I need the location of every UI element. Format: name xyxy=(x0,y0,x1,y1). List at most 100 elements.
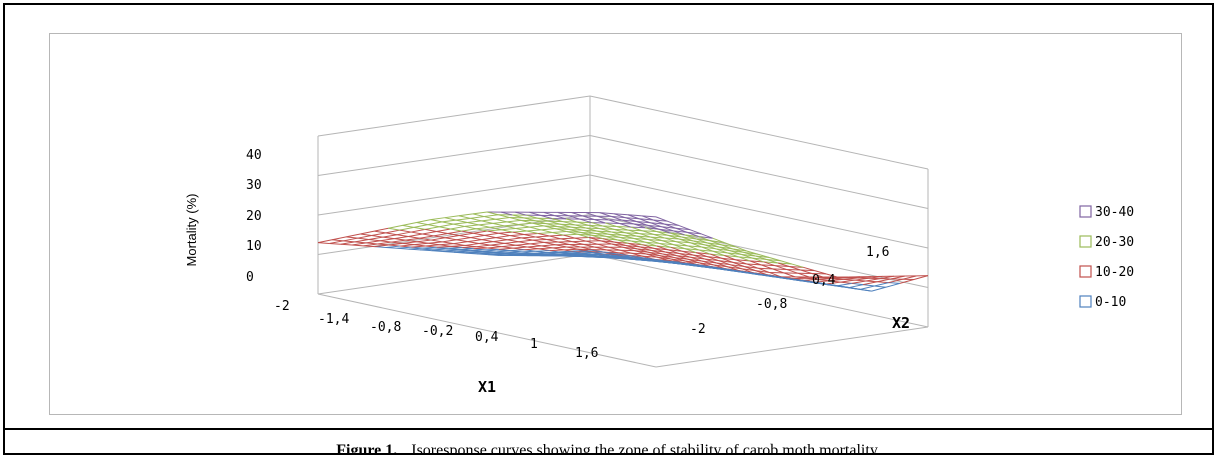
mesh-segment xyxy=(588,237,601,242)
mesh-segment xyxy=(628,229,640,235)
mesh-segment xyxy=(630,226,646,229)
mesh-segment xyxy=(715,248,728,254)
mesh-segment xyxy=(439,243,454,246)
mesh-segment xyxy=(829,280,841,283)
mesh-segment xyxy=(484,232,499,236)
mesh-segment xyxy=(433,233,448,237)
mesh-segment xyxy=(800,269,815,272)
mesh-segment xyxy=(631,252,646,255)
mesh-segment xyxy=(529,211,541,216)
mesh-segment xyxy=(735,259,748,265)
mesh-segment xyxy=(521,237,533,241)
mesh-segment xyxy=(670,246,685,250)
mesh-segment xyxy=(570,252,585,256)
mesh-segment xyxy=(431,249,446,252)
mesh-segment xyxy=(681,250,694,256)
mesh-segment xyxy=(647,224,660,230)
mesh-segment xyxy=(577,221,589,226)
mesh-segment xyxy=(444,217,457,221)
mesh-segment xyxy=(598,255,613,258)
mesh-segment xyxy=(620,255,636,259)
mesh-segment xyxy=(825,273,838,278)
mesh-segment xyxy=(459,248,474,250)
mesh-segment xyxy=(634,257,650,261)
mesh-segment xyxy=(685,260,700,264)
mesh-segment xyxy=(806,277,818,280)
mesh-segment xyxy=(520,219,533,224)
mesh-segment xyxy=(667,220,679,226)
mesh-segment xyxy=(702,265,717,270)
mesh-segment xyxy=(738,256,750,262)
mesh-segment xyxy=(532,238,547,241)
legend-swatch xyxy=(1079,205,1092,218)
mesh-segment xyxy=(445,237,457,241)
mesh-segment xyxy=(789,266,801,271)
mesh-segment xyxy=(510,249,525,252)
mesh-segment xyxy=(540,214,553,220)
mesh-segment xyxy=(529,241,545,245)
mesh-segment xyxy=(749,260,762,266)
mesh-segment xyxy=(752,257,764,263)
x-axis-title: X1 xyxy=(478,378,496,396)
mesh-segment xyxy=(513,246,528,249)
mesh-segment xyxy=(509,217,522,221)
mesh-segment xyxy=(746,250,759,255)
mesh-segment xyxy=(487,246,502,249)
mesh-segment xyxy=(675,227,688,233)
mesh-segment xyxy=(410,228,426,233)
mesh-segment xyxy=(574,237,587,242)
mesh-segment xyxy=(436,230,448,234)
mesh-segment xyxy=(549,220,561,225)
mesh-segment xyxy=(597,230,609,235)
mesh-segment xyxy=(541,244,556,247)
mesh-segment xyxy=(662,240,677,243)
mesh-segment xyxy=(718,260,733,263)
mesh-segment xyxy=(544,252,559,255)
mesh-segment xyxy=(667,249,683,252)
mesh-segment xyxy=(744,265,759,269)
mesh-segment xyxy=(422,246,437,249)
mesh-segment xyxy=(800,269,813,275)
mesh-segment xyxy=(444,215,459,219)
mesh-segment xyxy=(495,237,508,241)
mesh-segment xyxy=(687,231,702,235)
mesh-segment xyxy=(653,219,665,225)
mesh-segment xyxy=(653,233,668,236)
mesh-segment xyxy=(755,270,768,276)
mesh-segment xyxy=(524,233,539,236)
mesh-segment xyxy=(670,232,682,238)
mesh-segment xyxy=(616,226,631,228)
mesh-segment xyxy=(636,221,648,226)
mesh-segment xyxy=(633,223,648,226)
mesh-segment xyxy=(698,249,714,252)
mesh-segment xyxy=(558,253,573,256)
mesh-segment xyxy=(735,246,747,252)
mesh-segment xyxy=(899,279,915,284)
mesh-segment xyxy=(346,233,361,238)
mesh-segment xyxy=(599,212,614,215)
mesh-segment xyxy=(515,227,527,232)
mesh-segment xyxy=(641,215,654,221)
mesh-segment xyxy=(755,270,770,274)
mesh-segment xyxy=(382,234,398,238)
mesh-segment xyxy=(481,237,496,241)
mesh-segment xyxy=(521,250,536,253)
mesh-segment xyxy=(817,278,830,282)
mesh-segment xyxy=(509,235,522,239)
mesh-segment xyxy=(586,240,598,245)
mesh-segment xyxy=(521,236,536,239)
mesh-segment xyxy=(684,248,697,254)
mesh-segment xyxy=(766,258,779,264)
mesh-segment xyxy=(611,243,624,248)
mesh-segment xyxy=(732,261,748,265)
mesh-segment xyxy=(775,265,790,268)
mesh-segment xyxy=(628,229,643,232)
mesh-segment xyxy=(478,224,491,228)
mesh-segment xyxy=(385,245,401,248)
mesh-segment xyxy=(396,234,409,237)
mesh-segment xyxy=(346,236,358,239)
legend: 30-40 20-30 10-20 0-10 xyxy=(1079,205,1134,310)
mesh-segment xyxy=(848,284,864,289)
x-tick-label: 1 xyxy=(530,337,538,352)
mesh-segment xyxy=(673,230,688,233)
